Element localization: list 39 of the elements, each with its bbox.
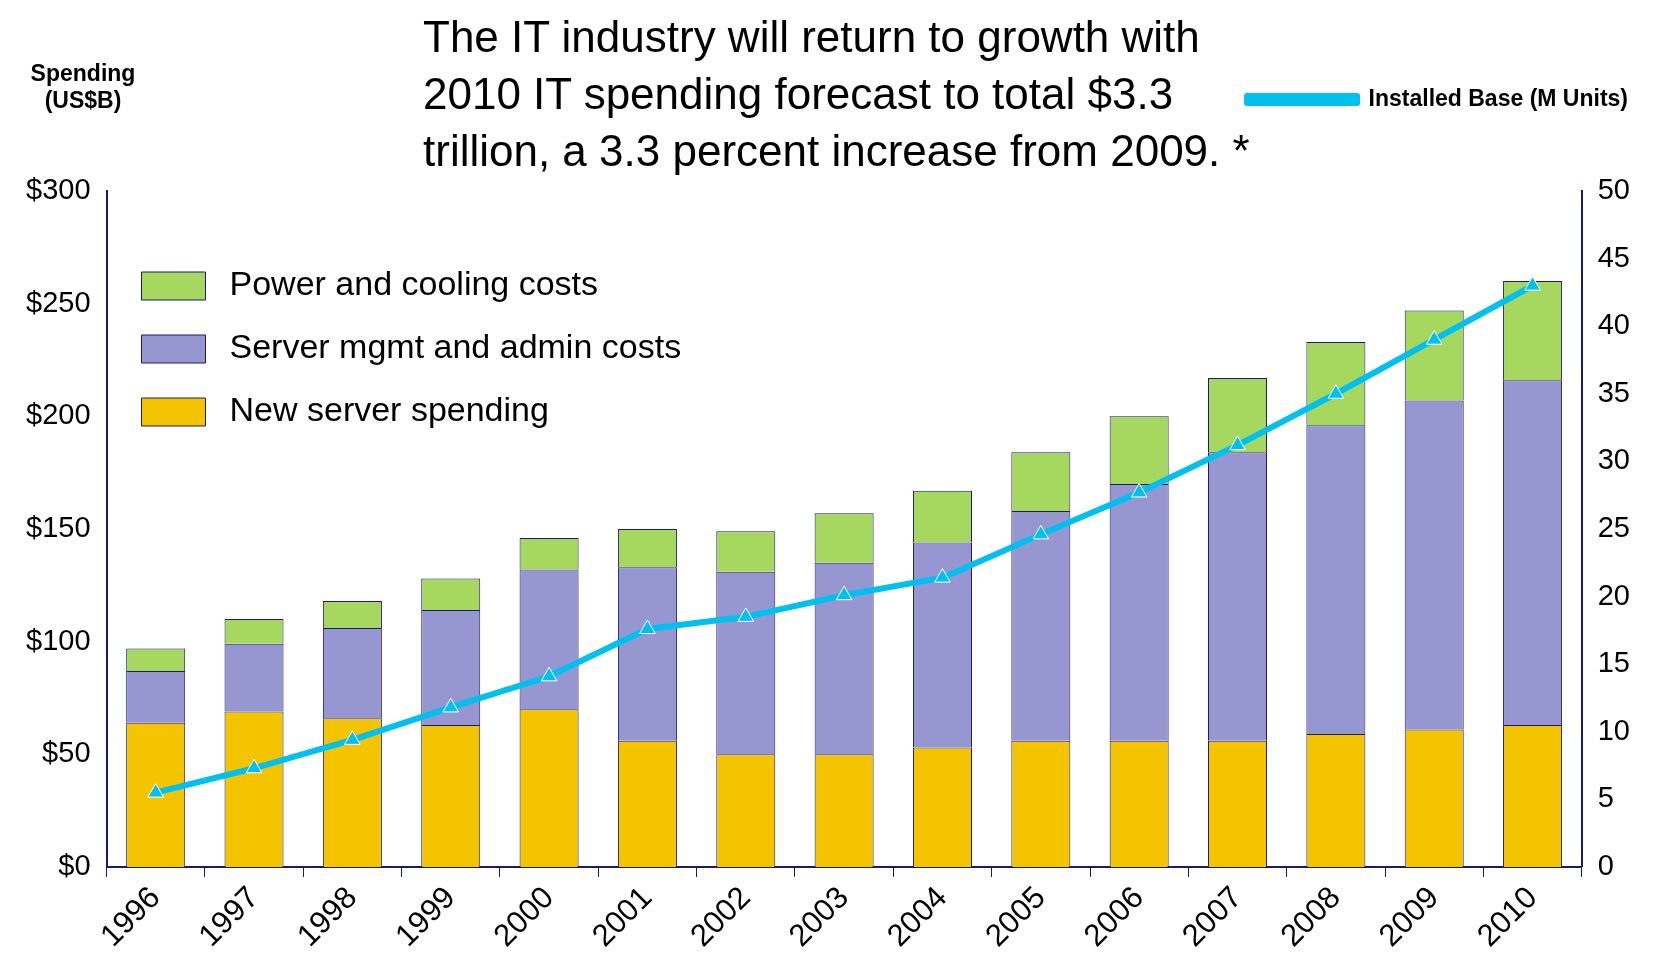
chart-title: The IT industry will return to growth with 2010 IT spending forecast to total $3.3 trillion, a 3.3 percent increase from 2009. * <box>423 11 1251 177</box>
point <box>835 585 853 601</box>
y2-tick-label: 45 <box>1597 240 1631 273</box>
point <box>147 783 164 798</box>
y2-tick-label: 20 <box>1597 578 1631 611</box>
y-tick-label: $0 <box>58 848 91 881</box>
y2-tick-label: 0 <box>1597 848 1614 881</box>
point <box>442 697 460 713</box>
y-tick-label: $200 <box>26 398 91 431</box>
point <box>1327 384 1345 399</box>
point <box>344 730 361 745</box>
point <box>245 758 263 774</box>
y-tick-label: $100 <box>26 623 91 656</box>
y-axis-title: Spending (US$B) <box>29 60 137 114</box>
y2-tick-label: 10 <box>1597 713 1631 746</box>
point <box>1425 330 1443 345</box>
point <box>540 666 558 682</box>
y2-tick-label: 40 <box>1597 308 1631 341</box>
y2-tick-label: 30 <box>1597 443 1631 476</box>
legend-label: Installed Base (M Units) <box>1368 84 1628 111</box>
legend-label: Power and cooling costs <box>229 264 599 303</box>
legend-label: Server mgmt and admin costs <box>229 327 682 366</box>
y-tick-label: $50 <box>42 736 91 769</box>
y2-tick-label: 25 <box>1597 510 1631 543</box>
y2-tick-label: 35 <box>1597 375 1631 408</box>
y2-tick-label: 50 <box>1597 173 1631 205</box>
y-tick-label: $250 <box>26 285 91 318</box>
y2-tick-label: 15 <box>1597 646 1631 679</box>
point <box>639 619 656 634</box>
point <box>1229 435 1246 451</box>
y2-tick-label: 5 <box>1597 781 1614 814</box>
y-tick-label: $300 <box>26 173 91 205</box>
point <box>1130 482 1148 498</box>
point <box>1524 276 1541 291</box>
point <box>737 607 755 622</box>
legend-label: New server spending <box>229 390 549 429</box>
y-tick-label: $150 <box>26 510 91 543</box>
point <box>1032 524 1050 540</box>
point <box>934 568 951 583</box>
